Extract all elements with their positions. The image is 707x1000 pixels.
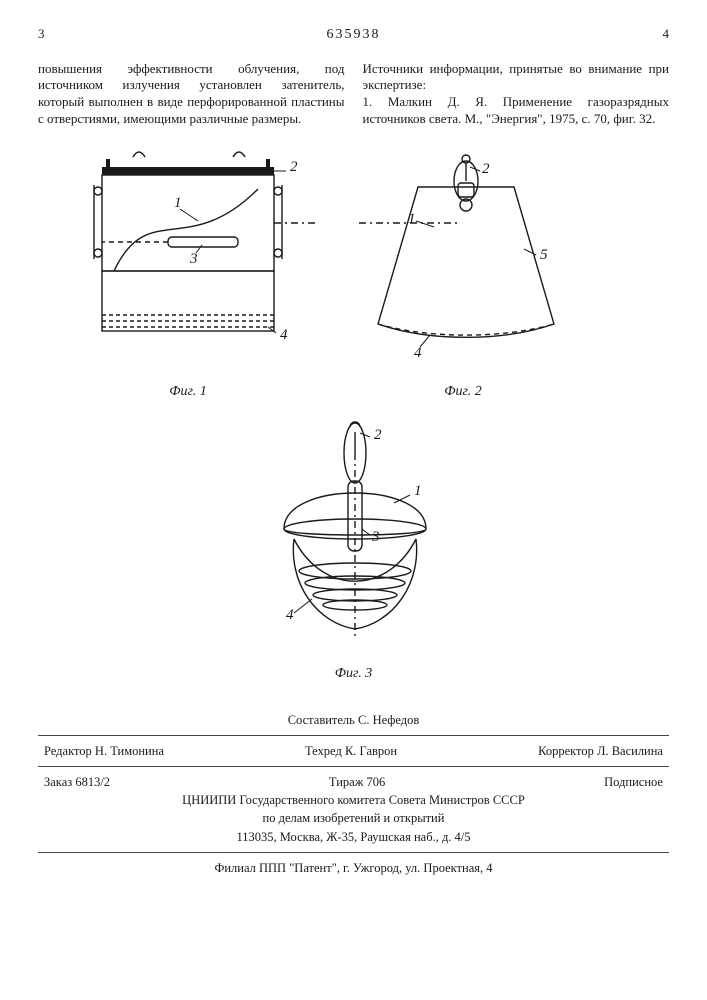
fig3-label-4: 4	[286, 607, 294, 623]
page-number-right: 4	[663, 26, 670, 43]
fig1-label-4: 4	[280, 327, 288, 343]
fig3-label-2: 2	[374, 427, 382, 443]
fig3-label-1: 1	[414, 483, 422, 499]
fig1-label-2: 2	[290, 159, 298, 175]
right-column-item: 1. Малкин Д. Я. Применение газоразрядных…	[363, 94, 670, 127]
document-number: 635938	[327, 26, 381, 44]
fig1-label-1: 1	[174, 195, 182, 211]
right-column: Источники информации, принятые во вниман…	[363, 61, 670, 128]
fig2-label-4: 4	[414, 345, 422, 361]
figure-1-svg: 1 2 3 4	[58, 149, 318, 379]
branch: Филиал ППП "Патент", г. Ужгород, ул. Про…	[38, 859, 669, 877]
address: 113035, Москва, Ж-35, Раушская наб., д. …	[38, 828, 669, 846]
page-number-left: 3	[38, 26, 45, 43]
order-value: 6813/2	[75, 775, 110, 789]
org-line-1: ЦНИИПИ Государственного комитета Совета …	[38, 791, 669, 809]
copies-label: Тираж	[329, 775, 363, 789]
corrector-label: Корректор	[538, 744, 594, 758]
tech-label: Техред	[305, 744, 342, 758]
compiler-name: С. Нефедов	[358, 713, 419, 727]
figure-2: 2 1 5 4 Фиг. 2	[358, 149, 568, 401]
left-column-text: повышения эффективности облучения, под и…	[38, 61, 345, 126]
order-label: Заказ	[44, 775, 72, 789]
org-line-2: по делам изобретений и открытий	[38, 809, 669, 827]
patent-page: 3 4 635938 повышения эффективности облуч…	[0, 0, 707, 1000]
left-column: повышения эффективности облучения, под и…	[38, 61, 345, 128]
figure-3-svg: 2 1 3 4	[244, 421, 464, 661]
divider-3	[38, 852, 669, 853]
fig2-label-1: 1	[408, 211, 416, 227]
figure-1: 1 2 3 4 Фиг. 1	[58, 149, 318, 401]
right-column-heading: Источники информации, принятые во вниман…	[363, 61, 670, 94]
fig2-label-2: 2	[482, 161, 490, 177]
text-columns: повышения эффективности облучения, под и…	[38, 61, 669, 128]
fig3-label-3: 3	[371, 529, 380, 545]
figure-2-svg: 2 1 5 4	[358, 149, 568, 379]
copies-value: 706	[367, 775, 386, 789]
figure-2-caption: Фиг. 2	[358, 383, 568, 401]
figure-3-caption: Фиг. 3	[244, 665, 464, 683]
editor-name: Н. Тимонина	[95, 744, 164, 758]
figure-1-caption: Фиг. 1	[58, 383, 318, 401]
fig2-label-5: 5	[540, 247, 548, 263]
fig1-label-3: 3	[189, 251, 198, 267]
figure-3: 2 1 3 4 Фиг. 3	[244, 421, 464, 683]
credits-block: Составитель С. Нефедов Редактор Н. Тимон…	[38, 711, 669, 877]
corrector-name: Л. Василина	[597, 744, 663, 758]
tech-name: К. Гаврон	[345, 744, 397, 758]
subscription: Подписное	[604, 773, 663, 791]
editor-label: Редактор	[44, 744, 92, 758]
divider-1	[38, 735, 669, 736]
divider-2	[38, 766, 669, 767]
figures-area: 1 2 3 4 Фиг. 1	[38, 149, 669, 683]
compiler-label: Составитель	[288, 713, 355, 727]
